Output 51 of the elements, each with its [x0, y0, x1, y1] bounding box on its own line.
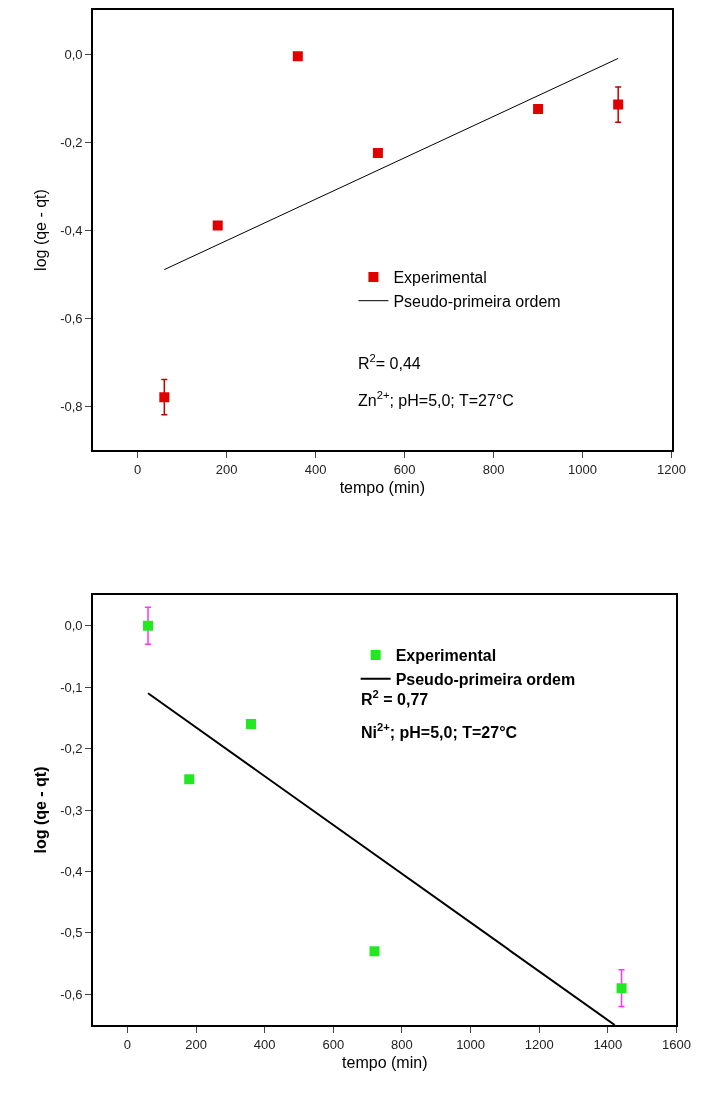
point [212, 220, 223, 231]
y-tick-label: -0,4 [60, 222, 83, 238]
y-tick-label: 0,0 [64, 46, 83, 62]
y-tick-label: -0,1 [60, 679, 83, 695]
point [616, 983, 627, 994]
y-tick-label: -0,6 [60, 310, 83, 326]
y-tick-label: -0,2 [60, 741, 83, 757]
x-tick-label: 1200 [524, 1036, 554, 1052]
point [369, 946, 380, 957]
y-tick-label: -0,2 [60, 134, 83, 150]
y-tick-label: -0,4 [60, 863, 83, 879]
x-tick-label: 1400 [593, 1036, 623, 1052]
point [143, 620, 154, 631]
y-tick-label: 0,0 [64, 618, 83, 634]
y-tick-label: -0,6 [60, 986, 83, 1002]
point [613, 99, 624, 110]
annotation: Ni$^{2+}$; pH=5,0; T=27°C [361, 721, 518, 741]
point [533, 104, 544, 114]
x-tick-label: 1000 [456, 1036, 486, 1052]
legend-label: Experimental [395, 647, 497, 665]
x-axis-title: tempo (min) [339, 478, 426, 496]
point [372, 148, 383, 158]
annotation: R$^{2}$= 0,44 [358, 352, 421, 372]
x-tick-label: 1200 [657, 461, 687, 477]
legend-label: Pseudo-primeira ordem [393, 292, 561, 310]
x-tick-label: 400 [304, 461, 327, 477]
x-tick-label: 0 [123, 1036, 132, 1052]
y-tick-label: -0,3 [60, 802, 83, 818]
y-tick-label: -0,8 [60, 398, 83, 414]
x-tick-label: 600 [322, 1036, 345, 1052]
x-tick-label: 800 [482, 461, 505, 477]
legend-label: Experimental [393, 269, 487, 287]
y-axis-title: log (qe - qt) [31, 189, 49, 271]
annotation: Zn$^{2+}$; pH=5,0; T=27°C [358, 389, 514, 409]
x-tick-label: 800 [391, 1036, 413, 1052]
y-tick-label: -0,5 [60, 925, 83, 941]
y-axis-title: log (qe - qt) [31, 766, 49, 854]
x-tick-label: 1600 [662, 1036, 691, 1052]
point [184, 774, 195, 785]
x-tick-label: 0 [134, 461, 142, 477]
x-tick-label: 600 [393, 461, 416, 477]
x-axis-title: tempo (min) [342, 1053, 428, 1071]
x-tick-label: 400 [253, 1036, 276, 1052]
legend-label: Pseudo-primeira ordem [395, 670, 576, 688]
point [159, 392, 170, 403]
annotation: R$^{2}$ = 0,77 [361, 688, 429, 708]
x-tick-label: 200 [215, 461, 238, 477]
x-tick-label: 200 [185, 1036, 207, 1052]
point [245, 719, 256, 729]
point [292, 51, 303, 62]
x-tick-label: 1000 [568, 461, 598, 477]
